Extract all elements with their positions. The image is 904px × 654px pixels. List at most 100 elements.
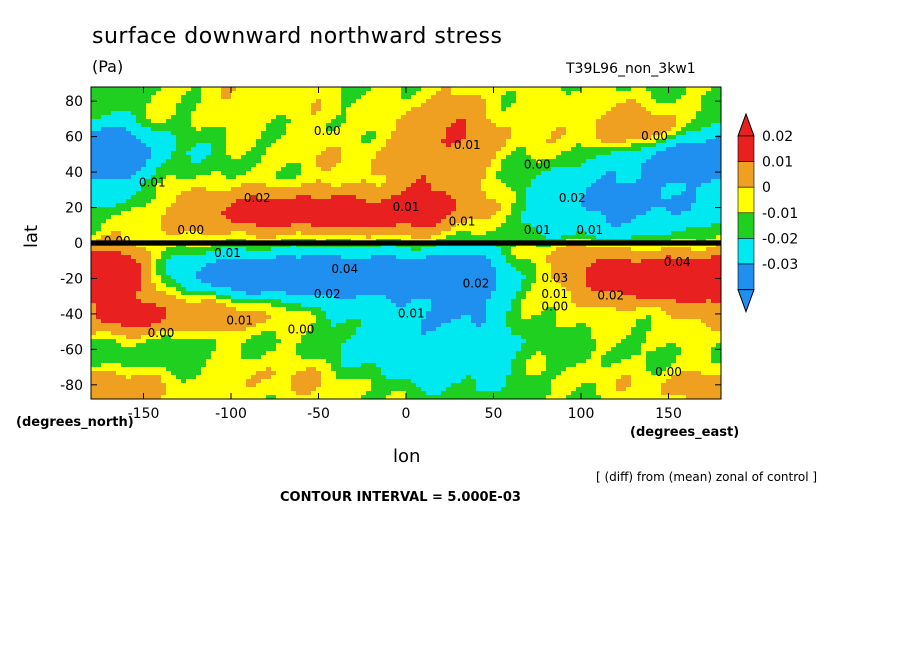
field-cell bbox=[686, 163, 692, 168]
field-cell bbox=[696, 159, 702, 164]
field-cell bbox=[471, 135, 477, 140]
field-cell bbox=[546, 131, 552, 136]
field-cell bbox=[556, 143, 562, 148]
field-cell bbox=[656, 203, 662, 208]
field-cell bbox=[581, 123, 587, 128]
field-cell bbox=[641, 135, 647, 140]
field-cell bbox=[321, 103, 327, 108]
field-cell bbox=[501, 191, 507, 196]
field-cell bbox=[261, 215, 267, 220]
field-cell bbox=[141, 175, 147, 180]
field-cell bbox=[631, 143, 637, 148]
field-cell bbox=[226, 131, 232, 136]
field-cell bbox=[316, 143, 322, 148]
field-cell bbox=[161, 227, 167, 232]
field-cell bbox=[481, 215, 487, 220]
field-cell bbox=[371, 191, 377, 196]
field-cell bbox=[221, 163, 227, 168]
field-cell bbox=[436, 103, 442, 108]
field-cell bbox=[451, 159, 457, 164]
field-cell bbox=[521, 203, 527, 208]
field-cell bbox=[281, 131, 287, 136]
field-cell bbox=[556, 163, 562, 168]
field-cell bbox=[156, 127, 162, 132]
field-cell bbox=[326, 95, 332, 100]
field-cell bbox=[391, 199, 397, 204]
field-cell bbox=[411, 139, 417, 144]
field-cell bbox=[91, 167, 97, 172]
field-cell bbox=[171, 167, 177, 172]
field-cell bbox=[631, 235, 637, 240]
field-cell bbox=[121, 87, 127, 92]
field-cell bbox=[271, 203, 277, 208]
field-cell bbox=[106, 151, 112, 156]
field-cell bbox=[586, 151, 592, 156]
field-cell bbox=[126, 119, 132, 124]
field-cell bbox=[101, 131, 107, 136]
field-cell bbox=[236, 171, 242, 176]
field-cell bbox=[511, 195, 517, 200]
field-cell bbox=[431, 87, 437, 92]
field-cell bbox=[366, 163, 372, 168]
field-cell bbox=[291, 87, 297, 92]
field-cell bbox=[301, 167, 307, 172]
field-cell bbox=[301, 175, 307, 180]
field-cell bbox=[251, 155, 257, 160]
field-cell bbox=[236, 191, 242, 196]
field-cell bbox=[471, 131, 477, 136]
field-cell bbox=[356, 219, 362, 224]
field-cell bbox=[96, 183, 102, 188]
field-cell bbox=[626, 215, 632, 220]
field-cell bbox=[546, 231, 552, 236]
field-cell bbox=[321, 183, 327, 188]
field-cell bbox=[156, 171, 162, 176]
field-cell bbox=[606, 155, 612, 160]
field-cell bbox=[366, 127, 372, 132]
field-cell bbox=[361, 115, 367, 120]
field-cell bbox=[591, 191, 597, 196]
field-cell bbox=[531, 187, 537, 192]
field-cell bbox=[296, 227, 302, 232]
field-cell bbox=[506, 191, 512, 196]
field-cell bbox=[111, 87, 117, 92]
field-cell bbox=[241, 103, 247, 108]
field-cell bbox=[196, 115, 202, 120]
field-cell bbox=[301, 95, 307, 100]
field-cell bbox=[181, 99, 187, 104]
field-cell bbox=[141, 167, 147, 172]
field-cell bbox=[531, 175, 537, 180]
field-cell bbox=[616, 91, 622, 96]
field-cell bbox=[456, 151, 462, 156]
field-cell bbox=[261, 95, 267, 100]
field-cell bbox=[286, 103, 292, 108]
field-cell bbox=[251, 171, 257, 176]
field-cell bbox=[436, 99, 442, 104]
field-cell bbox=[591, 143, 597, 148]
field-cell bbox=[101, 139, 107, 144]
field-cell bbox=[151, 211, 157, 216]
field-cell bbox=[386, 183, 392, 188]
field-cell bbox=[361, 191, 367, 196]
field-cell bbox=[656, 167, 662, 172]
field-cell bbox=[371, 219, 377, 224]
field-cell bbox=[366, 115, 372, 120]
field-cell bbox=[536, 95, 542, 100]
field-cell bbox=[506, 199, 512, 204]
field-cell bbox=[246, 127, 252, 132]
field-cell bbox=[321, 151, 327, 156]
field-cell bbox=[641, 123, 647, 128]
field-cell bbox=[106, 231, 112, 236]
field-cell bbox=[196, 179, 202, 184]
field-cell bbox=[391, 151, 397, 156]
field-cell bbox=[681, 203, 687, 208]
field-cell bbox=[206, 111, 212, 116]
field-cell bbox=[201, 179, 207, 184]
field-cell bbox=[176, 215, 182, 220]
field-cell bbox=[111, 119, 117, 124]
field-cell bbox=[386, 151, 392, 156]
field-cell bbox=[326, 215, 332, 220]
field-cell bbox=[561, 203, 567, 208]
field-cell bbox=[456, 159, 462, 164]
field-cell bbox=[501, 123, 507, 128]
field-cell bbox=[96, 127, 102, 132]
